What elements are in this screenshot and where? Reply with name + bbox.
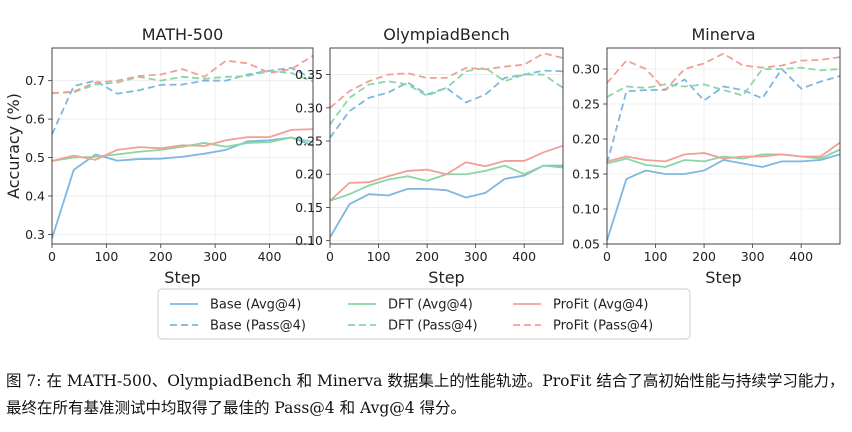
- panel-math-500-title: MATH-500: [142, 25, 224, 44]
- panel-math-500-ytick-label-0.7: 0.7: [25, 73, 45, 88]
- panel-minerva-ytick-label-0.10: 0.10: [572, 202, 600, 217]
- panel-math-500-xtick-label-200: 200: [149, 249, 173, 264]
- panel-olympiadbench-frame: [329, 47, 564, 245]
- panel-minerva-ytick-label-0.05: 0.05: [572, 237, 600, 252]
- panel-minerva-ytick-label-0.25: 0.25: [572, 97, 600, 112]
- line-chart-figure: Accuracy (%) 0 100 200 300 400 0.3 0.4 0.5 0.6 0.7…: [4, 25, 841, 340]
- panel-olympiadbench-ytick-label-0.25: 0.25: [295, 134, 323, 149]
- panel-minerva-x-axis-label: Step: [705, 268, 741, 287]
- panel-minerva-xtick-label-100: 100: [644, 249, 668, 264]
- y-axis-label: Accuracy (%): [4, 93, 23, 199]
- panel-minerva-ytick-label-0.30: 0.30: [572, 62, 600, 77]
- panel-math-500-frame: [51, 47, 314, 245]
- panel-math-500-line-profit-avg-4: [51, 128, 314, 162]
- panel-minerva-xtick-label-400: 400: [789, 249, 813, 264]
- legend-label-base-avg-4: Base (Avg@4): [210, 298, 301, 313]
- panel-math-500-ytick-label-0.4: 0.4: [25, 188, 45, 203]
- legend-label-base-pass-4: Base (Pass@4): [210, 319, 306, 334]
- caption-label: 图 7:: [6, 372, 42, 390]
- panel-math-500-line-dft-avg-4: [51, 136, 314, 162]
- panel-minerva-line-profit-pass-4: [606, 52, 841, 91]
- panel-math-500-line-dft-pass-4: [51, 70, 314, 94]
- panel-olympiadbench-xtick-label-400: 400: [512, 249, 536, 264]
- panel-olympiadbench-title: OlympiadBench: [383, 25, 510, 44]
- legend-box: [157, 288, 691, 340]
- legend-label-dft-avg-4: DFT (Avg@4): [388, 298, 473, 313]
- panel-olympiadbench-ytick-label-0.15: 0.15: [295, 200, 323, 215]
- panel-olympiadbench-ytick-label-0.30: 0.30: [295, 100, 323, 115]
- figure-caption: 图 7: 在 MATH-500、OlympiadBench 和 Minerva …: [6, 368, 848, 422]
- panel-olympiadbench-xtick-label-0: 0: [326, 249, 334, 264]
- panel-math-500-xtick-label-0: 0: [48, 249, 56, 264]
- panel-math-500-ytick-label-0.3: 0.3: [25, 227, 45, 242]
- panel-math-500-line-base-pass-4: [51, 67, 314, 135]
- panel-minerva-line-profit-avg-4: [606, 141, 841, 163]
- legend-label-dft-pass-4: DFT (Pass@4): [388, 319, 478, 334]
- panel-olympiadbench-ytick-label-0.20: 0.20: [295, 167, 323, 182]
- panel-olympiadbench-line-base-pass-4: [329, 69, 564, 139]
- panel-minerva-xtick-label-300: 300: [741, 249, 765, 264]
- legend-label-profit-avg-4: ProFit (Avg@4): [553, 298, 649, 313]
- panel-math-500-xtick-label-400: 400: [258, 249, 282, 264]
- panel-math-500-ytick-label-0.5: 0.5: [25, 150, 45, 165]
- panel-olympiadbench-xtick-label-200: 200: [415, 249, 439, 264]
- panel-math-500-xtick-label-100: 100: [94, 249, 118, 264]
- panel-minerva-ytick-label-0.15: 0.15: [572, 167, 600, 182]
- panel-olympiadbench-line-profit-pass-4: [329, 52, 564, 109]
- panel-olympiadbench-xtick-label-100: 100: [367, 249, 391, 264]
- panel-olympiadbench-line-dft-pass-4: [329, 67, 564, 125]
- panel-math-500-line-profit-pass-4: [51, 54, 314, 95]
- panel-minerva-line-base-pass-4: [606, 68, 841, 164]
- panel-math-500-xtick-label-300: 300: [203, 249, 227, 264]
- panel-olympiadbench-ytick-label-0.10: 0.10: [295, 233, 323, 248]
- panel-olympiadbench-xtick-label-300: 300: [464, 249, 488, 264]
- panel-minerva-frame: [606, 47, 841, 245]
- panel-olympiadbench-x-axis-label: Step: [428, 268, 464, 287]
- panel-olympiadbench-line-base-avg-4: [329, 164, 563, 238]
- panel-minerva-xtick-label-200: 200: [692, 249, 716, 264]
- panel-math-500-ytick-label-0.6: 0.6: [25, 112, 45, 127]
- panel-minerva-ytick-label-0.20: 0.20: [572, 132, 600, 147]
- panel-minerva-line-dft-pass-4: [606, 66, 841, 98]
- panel-olympiadbench-ytick-label-0.35: 0.35: [295, 67, 323, 82]
- panel-minerva-title: Minerva: [691, 25, 755, 44]
- panel-math-500-line-base-avg-4: [51, 136, 314, 239]
- legend-label-profit-pass-4: ProFit (Pass@4): [553, 319, 653, 334]
- panel-olympiadbench-line-profit-avg-4: [329, 144, 564, 202]
- panel-math-500-x-axis-label: Step: [164, 268, 200, 287]
- panel-minerva-xtick-label-0: 0: [603, 249, 611, 264]
- panel-minerva-line-base-avg-4: [606, 153, 841, 241]
- caption-text: 在 MATH-500、OlympiadBench 和 Minerva 数据集上的…: [6, 372, 845, 417]
